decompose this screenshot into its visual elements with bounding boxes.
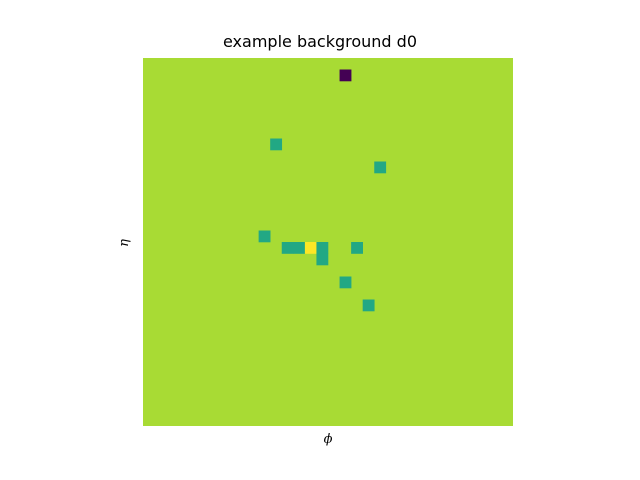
heatmap-plot-area — [143, 58, 513, 426]
heatmap-cell — [339, 69, 352, 82]
heatmap-cell — [316, 242, 329, 254]
heatmap-cell — [316, 253, 329, 266]
heatmap-cell — [304, 242, 317, 254]
heatmap-cell — [258, 230, 271, 243]
heatmap-cell — [362, 299, 375, 312]
heatmap-cell — [293, 242, 306, 254]
heatmap-cell — [281, 242, 294, 254]
heatmap-cell — [351, 242, 363, 254]
chart-title: example background d0 — [222, 32, 417, 51]
heatmap-cell — [374, 161, 387, 174]
heatmap-cell — [339, 276, 352, 289]
x-axis-label: ϕ — [323, 432, 333, 447]
y-axis-label: η — [117, 239, 132, 247]
heatmap-cell — [270, 138, 283, 151]
